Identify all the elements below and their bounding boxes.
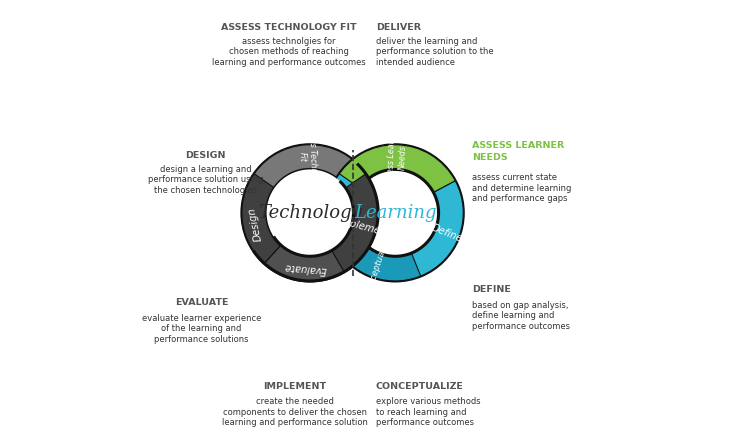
Text: Learning: Learning: [354, 204, 436, 222]
Text: assess current state
and determine learning
and performance gaps: assess current state and determine learn…: [472, 173, 572, 203]
Text: DESIGN: DESIGN: [186, 151, 226, 160]
Text: EVALUATE: EVALUATE: [174, 298, 228, 307]
Text: DEFINE: DEFINE: [472, 285, 511, 294]
Wedge shape: [332, 174, 378, 272]
Circle shape: [352, 169, 438, 256]
Wedge shape: [332, 174, 378, 272]
Text: based on gap analysis,
define learning and
performance outcomes: based on gap analysis, define learning a…: [472, 301, 570, 331]
Text: Define: Define: [430, 223, 464, 245]
Text: ASSESS LEARNER
NEEDS: ASSESS LEARNER NEEDS: [472, 141, 565, 162]
Wedge shape: [242, 174, 282, 265]
Text: Assess Technology
Fit: Assess Technology Fit: [297, 120, 319, 195]
Text: explore various methods
to reach learning and
performance outcomes: explore various methods to reach learnin…: [376, 397, 481, 427]
Text: Implement: Implement: [336, 215, 391, 239]
Wedge shape: [242, 145, 378, 281]
Text: Conceptualize: Conceptualize: [364, 236, 392, 296]
Wedge shape: [265, 245, 349, 281]
Text: Assess Learner
Needs: Assess Learner Needs: [387, 127, 408, 187]
Text: ASSESS TECHNOLOGY FIT: ASSESS TECHNOLOGY FIT: [221, 23, 356, 32]
Wedge shape: [265, 245, 349, 281]
Wedge shape: [411, 181, 463, 276]
Wedge shape: [336, 145, 455, 193]
Text: Technology: Technology: [258, 204, 362, 222]
Text: design a learning and
performance solution using
the chosen technologies: design a learning and performance soluti…: [148, 165, 263, 194]
Text: Evaluate: Evaluate: [284, 261, 327, 275]
Text: deliver the learning and
performance solution to the
intended audience: deliver the learning and performance sol…: [376, 37, 493, 67]
Text: evaluate learner experience
of the learning and
performance solutions: evaluate learner experience of the learn…: [142, 314, 261, 344]
Text: CONCEPTUALIZE: CONCEPTUALIZE: [376, 382, 464, 391]
Circle shape: [267, 169, 353, 256]
Text: DELIVER: DELIVER: [376, 23, 421, 32]
Text: Deliver: Deliver: [333, 191, 346, 227]
Circle shape: [267, 169, 353, 256]
Text: create the needed
components to deliver the chosen
learning and performance solu: create the needed components to deliver …: [222, 397, 368, 427]
Wedge shape: [327, 174, 359, 245]
Wedge shape: [250, 145, 368, 193]
Text: assess technolgies for
chosen methods of reaching
learning and performance outco: assess technolgies for chosen methods of…: [212, 37, 365, 67]
Text: Design: Design: [247, 206, 264, 243]
Wedge shape: [327, 145, 463, 281]
Wedge shape: [333, 231, 426, 281]
Text: IMPLEMENT: IMPLEMENT: [263, 382, 326, 391]
